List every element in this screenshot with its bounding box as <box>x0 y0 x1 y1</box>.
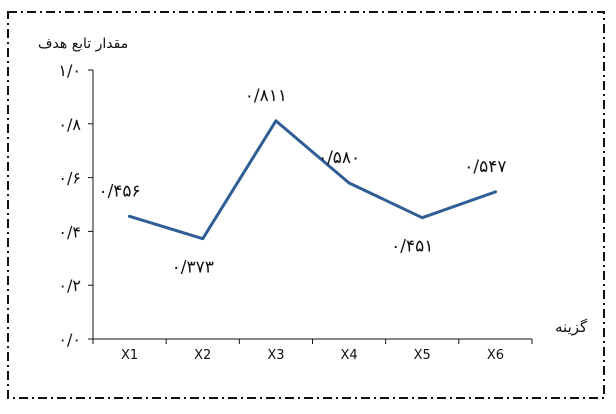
x-axis-label: گزینه <box>555 318 588 336</box>
data-label: ۰/۵۴۷ <box>464 157 506 177</box>
axes: ۰/۰ ۰/۲ ۰/۴ ۰/۶ ۰/۸ ۱/۰ X1 X2 X3 X4 X5 X6 <box>58 61 533 363</box>
data-point <box>201 237 205 241</box>
y-tick-label: ۰/۸ <box>58 115 81 134</box>
data-point <box>420 216 424 220</box>
x-tick-label: X1 <box>121 348 138 363</box>
y-tick-label: ۰/۲ <box>58 276 81 295</box>
y-tick-label: ۰/۴ <box>58 222 81 241</box>
data-point <box>274 119 278 123</box>
data-label: ۰/۴۵۱ <box>391 237 433 257</box>
y-tick-label: ۱/۰ <box>58 61 81 80</box>
x-tick-label: X3 <box>267 348 284 363</box>
x-tick-label: X5 <box>414 348 431 363</box>
marks: ۰/۴۵۶ ۰/۳۷۳ ۰/۸۱۱ ۰/۵۸۰ ۰/۴۵۱ ۰/۵۴۷ <box>98 86 506 278</box>
y-axis-label: مقدار تابع هدف <box>38 36 129 52</box>
y-tick-label: ۰/۶ <box>58 169 81 188</box>
series-line <box>128 119 497 241</box>
x-tick-label: X2 <box>194 348 211 363</box>
data-label: ۰/۴۵۶ <box>98 181 140 201</box>
x-tick-label: X4 <box>340 348 357 363</box>
data-point <box>347 181 351 185</box>
data-label: ۰/۳۷۳ <box>172 258 214 278</box>
data-label: ۰/۵۸۰ <box>318 148 360 168</box>
chart-border <box>7 11 605 399</box>
data-point <box>493 190 497 194</box>
data-label: ۰/۸۱۱ <box>245 86 287 106</box>
x-tick-label: X6 <box>487 348 504 363</box>
data-point <box>128 214 132 218</box>
y-tick-label: ۰/۰ <box>58 330 81 349</box>
